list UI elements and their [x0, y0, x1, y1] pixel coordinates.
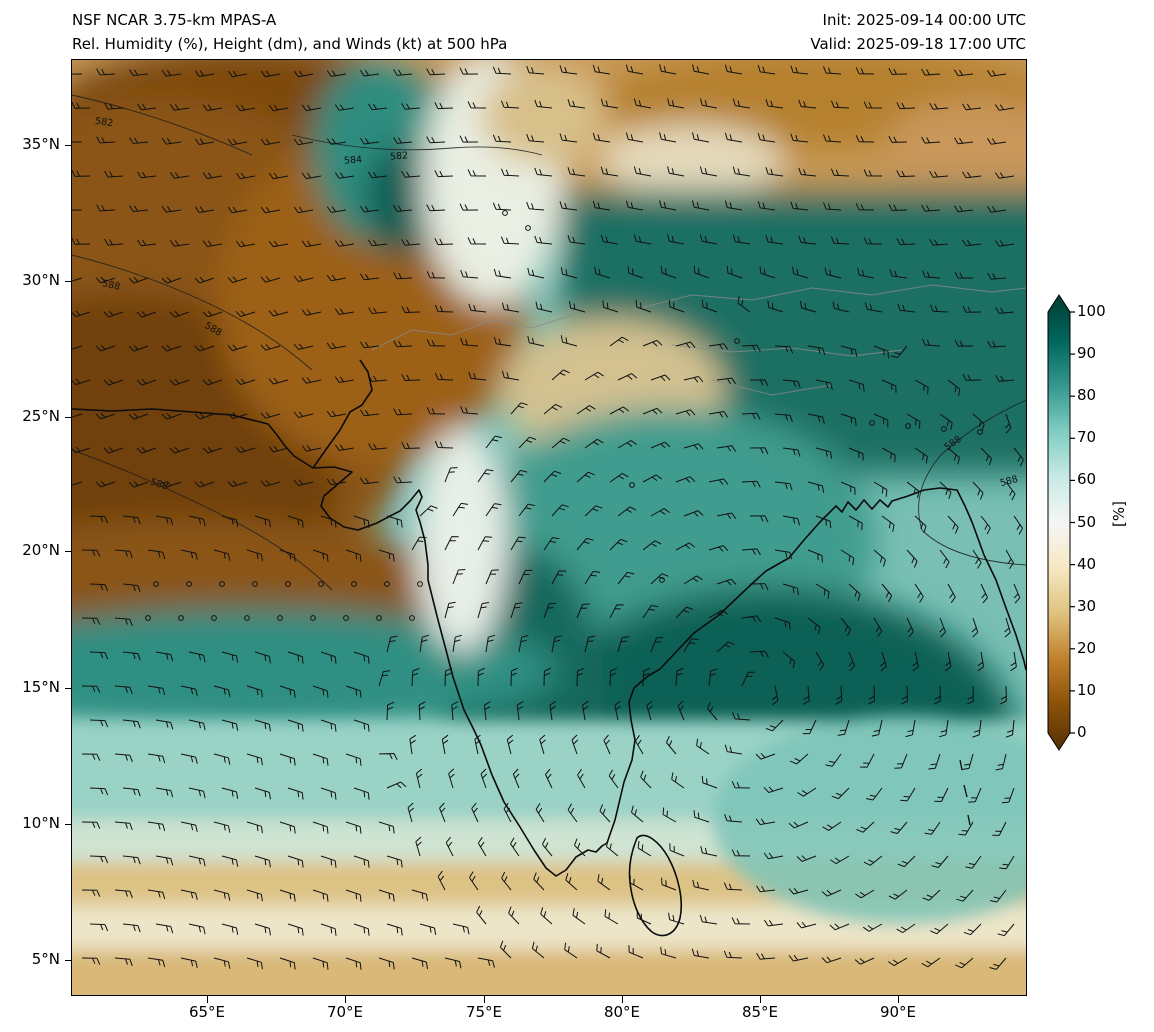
- colorbar-tick-label: 20: [1077, 638, 1097, 657]
- figure-titles: NSF NCAR 3.75-km MPAS-A Rel. Humidity (%…: [72, 8, 507, 56]
- lon-tick-mark: [760, 996, 762, 1003]
- model-title: NSF NCAR 3.75-km MPAS-A: [72, 11, 277, 29]
- wind-barbs-layer: [72, 64, 1024, 970]
- lat-tick-label: 15°N: [22, 678, 60, 696]
- lat-tick-mark: [65, 145, 72, 147]
- init-time: Init: 2025-09-14 00:00 UTC: [822, 11, 1026, 29]
- lon-tick-label: 65°E: [188, 1003, 226, 1021]
- height-contours: [72, 94, 1026, 591]
- colorbar-tick-label: 60: [1077, 470, 1097, 489]
- lat-tick-label: 35°N: [22, 135, 60, 153]
- lat-tick-label: 25°N: [22, 407, 60, 425]
- humidity-field-south-bands: [72, 715, 1026, 995]
- lat-tick-mark: [65, 417, 72, 419]
- run-times: Init: 2025-09-14 00:00 UTC Valid: 2025-0…: [810, 8, 1026, 56]
- lon-tick-label: 75°E: [465, 1003, 503, 1021]
- colorbar-tick-label: 50: [1077, 512, 1097, 531]
- map-canvas: [71, 59, 1027, 996]
- colorbar-tick-label: 80: [1077, 386, 1097, 405]
- lon-tick-mark: [345, 996, 347, 1003]
- colorbar-unit-label: [%]: [1109, 501, 1128, 527]
- lat-tick-mark: [65, 281, 72, 283]
- colorbar-tick-label: 90: [1077, 344, 1097, 363]
- colorbar-tick-label: 30: [1077, 596, 1097, 615]
- lon-tick-label: 80°E: [603, 1003, 641, 1021]
- valid-time: Valid: 2025-09-18 17:00 UTC: [810, 35, 1026, 53]
- lon-tick-mark: [207, 996, 209, 1003]
- colorbar-tick-label: 70: [1077, 428, 1097, 447]
- lon-tick-mark: [622, 996, 624, 1003]
- lon-tick-label: 85°E: [741, 1003, 779, 1021]
- field-subtitle: Rel. Humidity (%), Height (dm), and Wind…: [72, 35, 508, 53]
- lat-tick-label: 20°N: [22, 541, 60, 559]
- lat-tick-mark: [65, 960, 72, 962]
- lon-tick-label: 90°E: [879, 1003, 917, 1021]
- lat-tick-mark: [65, 824, 72, 826]
- colorbar-bar: [1047, 294, 1071, 751]
- lat-tick-label: 5°N: [31, 950, 60, 968]
- lat-tick-mark: [65, 688, 72, 690]
- colorbar-tick-label: 0: [1077, 723, 1087, 741]
- colorbar-tick-label: 10: [1077, 680, 1097, 699]
- lat-tick-label: 10°N: [22, 814, 60, 832]
- colorbar-tick-marks: [1070, 311, 1075, 734]
- colorbar: [1047, 294, 1075, 751]
- lon-tick-label: 70°E: [326, 1003, 364, 1021]
- lon-tick-mark: [484, 996, 486, 1003]
- calm-wind-circles: [145, 210, 983, 621]
- lat-tick-mark: [65, 551, 72, 553]
- lat-tick-label: 30°N: [22, 271, 60, 289]
- admin-borders: [371, 284, 1026, 396]
- colorbar-tick-label: 100: [1077, 302, 1106, 320]
- lon-tick-mark: [898, 996, 900, 1003]
- colorbar-tick-label: 40: [1077, 554, 1097, 573]
